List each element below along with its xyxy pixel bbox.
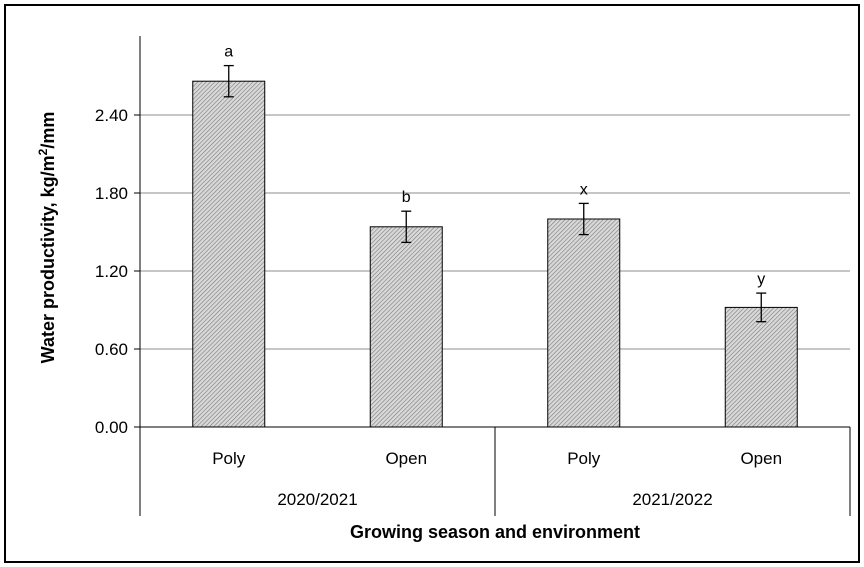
y-axis-title-main: Water productivity, kg/m (38, 155, 58, 363)
y-tick-label: 0.60 (95, 340, 128, 359)
error-bars (223, 64, 767, 323)
y-tick-labels: 0.00 0.60 1.20 1.80 2.40 (95, 106, 128, 437)
x-group-labels: 2020/2021 2021/2022 (277, 490, 712, 509)
y-axis-title: Water productivity, kg/m2/mm (36, 112, 58, 364)
significance-label: a (224, 44, 233, 61)
x-category-label: Poly (567, 449, 601, 468)
y-axis-title-sup: 2 (36, 148, 50, 155)
y-tick-label: 0.00 (95, 418, 128, 437)
significance-label: b (402, 189, 411, 206)
bar (724, 306, 798, 428)
x-category-labels: Poly Open Poly Open (212, 449, 782, 468)
bar-chart: a b x y 0.00 0.60 1.20 1.80 2.40 Poly Open Poly Op… (36, 36, 851, 542)
bar (547, 218, 621, 428)
x-category-label: Open (740, 449, 782, 468)
significance-labels: a b x y (224, 44, 765, 289)
x-category-label: Open (385, 449, 427, 468)
x-group-label: 2020/2021 (277, 490, 357, 509)
x-category-label: Poly (212, 449, 246, 468)
x-group-label: 2021/2022 (632, 490, 712, 509)
x-axis-title: Growing season and environment (350, 522, 640, 542)
y-tick-label: 2.40 (95, 106, 128, 125)
y-tick-label: 1.20 (95, 262, 128, 281)
bar (192, 80, 266, 428)
y-axis-title-tail: /mm (38, 112, 58, 149)
bar (369, 226, 443, 428)
significance-label: x (580, 181, 588, 198)
chart-frame: a b x y 0.00 0.60 1.20 1.80 2.40 Poly Open Poly Op… (4, 4, 860, 563)
bars (192, 80, 798, 428)
axes (134, 36, 851, 516)
significance-label: y (757, 271, 765, 288)
y-tick-label: 1.80 (95, 184, 128, 203)
